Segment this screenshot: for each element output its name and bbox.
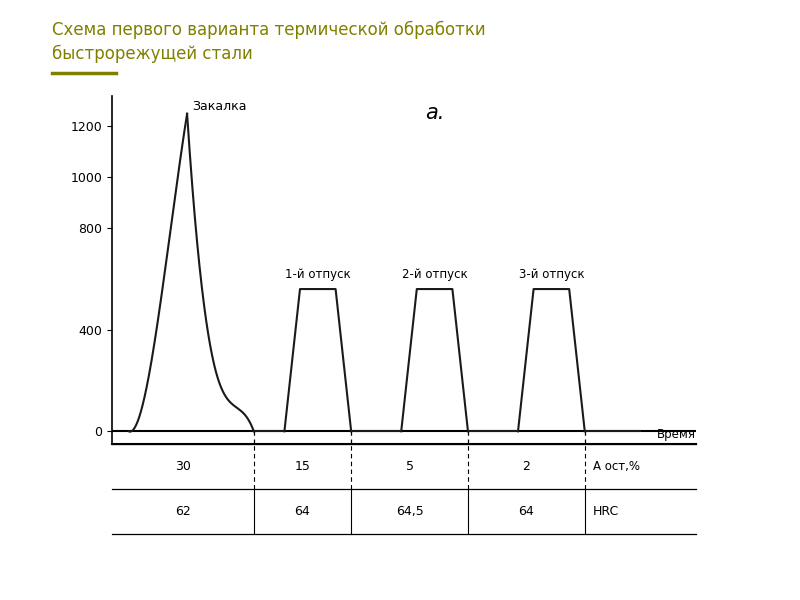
Text: 64: 64: [518, 505, 534, 518]
Text: Время: Время: [657, 428, 696, 442]
Text: А ост,%: А ост,%: [593, 460, 640, 473]
Text: 2: 2: [522, 460, 530, 473]
Text: 15: 15: [294, 460, 310, 473]
Text: Схема первого варианта термической обработки: Схема первого варианта термической обраб…: [52, 21, 486, 39]
Text: а.: а.: [425, 103, 444, 123]
Text: быстрорежущей стали: быстрорежущей стали: [52, 45, 253, 63]
Text: 64: 64: [294, 505, 310, 518]
Text: 2-й отпуск: 2-й отпуск: [402, 268, 467, 281]
Text: HRC: HRC: [593, 505, 619, 518]
Text: 30: 30: [175, 460, 191, 473]
Text: 1-й отпуск: 1-й отпуск: [285, 268, 350, 281]
Text: Закалка: Закалка: [193, 100, 247, 113]
Text: 5: 5: [406, 460, 414, 473]
Text: 3-й отпуск: 3-й отпуск: [518, 268, 584, 281]
Text: 62: 62: [175, 505, 190, 518]
Text: 64,5: 64,5: [396, 505, 423, 518]
